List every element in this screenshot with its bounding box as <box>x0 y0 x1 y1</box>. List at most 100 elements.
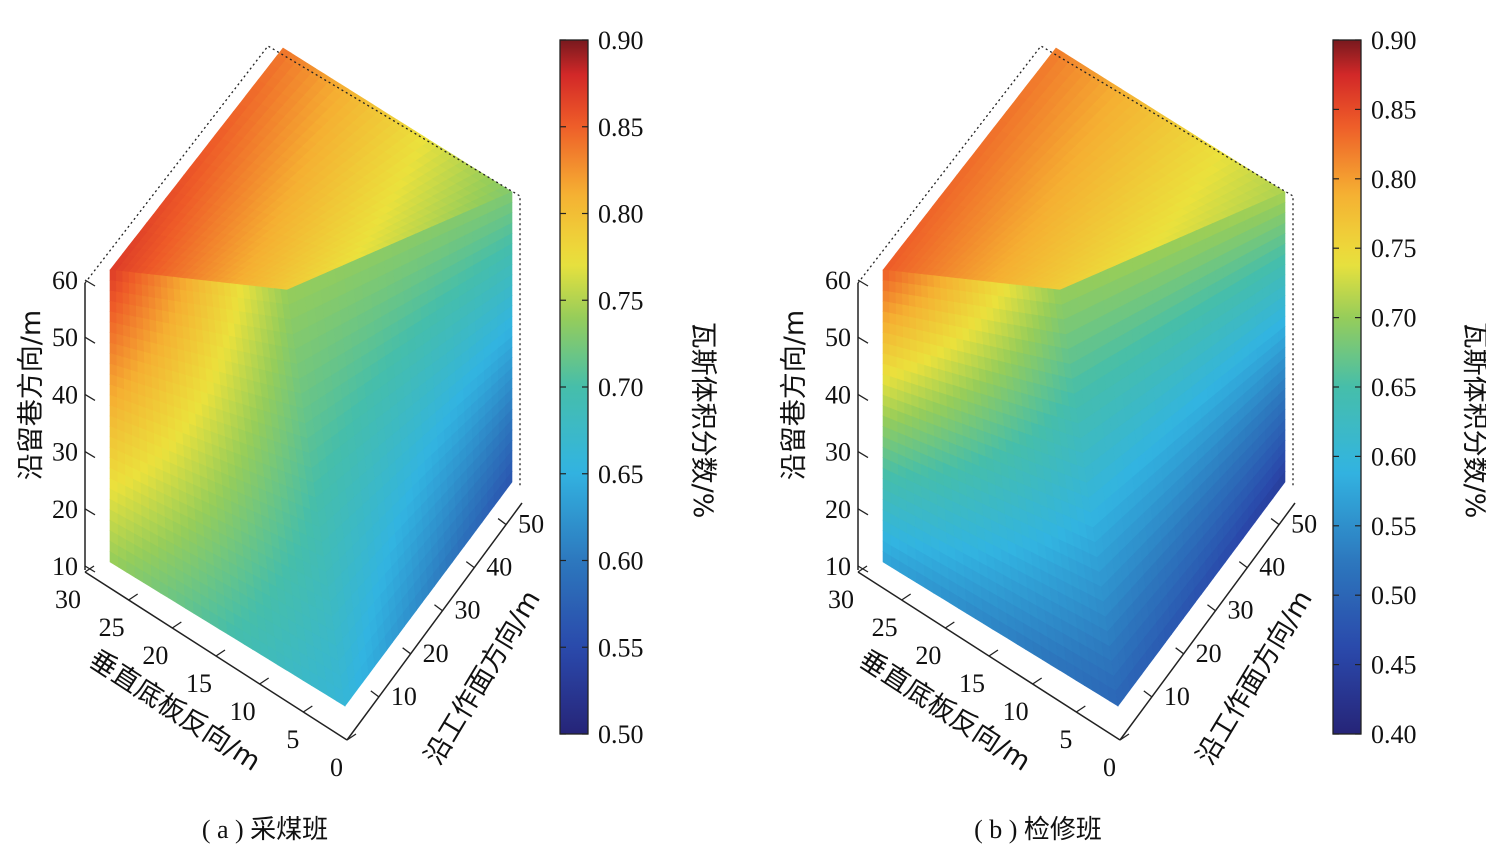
surface-cell <box>927 297 936 312</box>
y-tick-mark <box>434 604 443 612</box>
surface-cell <box>148 296 157 310</box>
surface-cell <box>123 324 131 338</box>
x-tick-mark <box>302 705 313 713</box>
z-tick-mark <box>84 508 96 516</box>
z-axis-label-b: 沿留巷方向/m <box>779 310 810 480</box>
x-tick-label: 5 <box>1059 725 1072 754</box>
z-tick-mark <box>857 508 869 516</box>
x-tick-label: 30 <box>828 585 854 614</box>
surface-cell <box>147 273 156 287</box>
surface-cell <box>168 311 177 326</box>
surface-cell <box>116 333 125 347</box>
surface-cell <box>135 294 144 308</box>
z-tick-mark <box>84 336 96 344</box>
surface-cell <box>163 345 172 360</box>
surface-cell <box>149 330 158 345</box>
surface-cell <box>175 324 184 340</box>
surface-cell <box>895 271 903 284</box>
surface-cell <box>902 326 911 340</box>
z-tick-mark <box>857 279 869 287</box>
surface-cell <box>122 271 130 284</box>
surface-cell <box>929 332 938 347</box>
colorbar-tick-label: 0.80 <box>1371 165 1417 194</box>
surface-cell <box>116 280 124 294</box>
z-tick-label: 40 <box>52 380 78 409</box>
surface-cell <box>156 332 165 347</box>
surface-cell <box>179 277 188 292</box>
z-tick-label: 30 <box>825 438 851 467</box>
surface-cell <box>109 290 117 303</box>
y-axis-label-b: 沿工作面方向/m <box>1191 585 1319 770</box>
colorbar-tick-label: 0.55 <box>1371 512 1417 541</box>
z-axis-label-a: 沿留巷方向/m <box>16 310 47 480</box>
surface-cell <box>940 287 949 302</box>
surface-cell <box>882 280 890 293</box>
x-tick-label: 0 <box>330 753 343 782</box>
colorbar-label-a: 瓦斯体积分数/% <box>687 322 718 519</box>
surface-cell <box>129 315 138 329</box>
surface-cell <box>895 292 903 306</box>
y-tick-label: 10 <box>391 682 417 711</box>
z-tick-label: 40 <box>825 380 851 409</box>
surface-cell <box>902 337 911 351</box>
surface-cell <box>141 284 150 298</box>
surface-cell <box>914 273 922 287</box>
surface-cell <box>109 280 117 293</box>
x-tick-mark <box>988 649 999 657</box>
surface-cell <box>122 292 130 306</box>
surface-cell <box>129 326 138 340</box>
x-tick-mark <box>901 593 912 601</box>
surface-cell <box>143 340 152 355</box>
colorbar-tick-label: 0.75 <box>1371 234 1417 263</box>
colorbar-tick-label: 0.90 <box>598 26 644 55</box>
surface-cell <box>927 286 936 300</box>
surface-cell <box>161 298 170 313</box>
surface-cell <box>882 311 891 324</box>
z-tick-label: 60 <box>52 266 78 295</box>
surface-cell <box>169 323 178 338</box>
z-tick-label: 20 <box>825 495 851 524</box>
x-tick-label: 15 <box>186 669 212 698</box>
surface-cell <box>136 338 145 353</box>
surface-cell <box>115 270 124 283</box>
caption-b: ( b ) 检修班 <box>974 815 1102 844</box>
surface-cell <box>122 303 131 317</box>
x-tick-mark <box>944 621 955 629</box>
surface-cell <box>116 312 124 326</box>
surface-cell <box>901 282 910 296</box>
surface-cell <box>882 269 890 282</box>
surface-cell <box>129 337 138 351</box>
surface-cell <box>148 285 156 299</box>
x-tick-mark <box>215 649 226 657</box>
surface-cell <box>936 345 945 360</box>
surface-cell <box>149 319 158 334</box>
surface-cell <box>889 280 897 294</box>
surface-cell <box>948 312 957 327</box>
surface-cell <box>921 308 930 322</box>
y-tick-label: 40 <box>486 553 512 582</box>
z-tick-label: 30 <box>52 438 78 467</box>
surface-cell <box>116 302 124 315</box>
colorbar-tick-label: 0.65 <box>1371 373 1417 402</box>
surface-cell <box>882 300 890 314</box>
surface-cell <box>948 324 957 340</box>
surface-cell <box>128 282 137 296</box>
surface-cell <box>160 275 168 289</box>
y-tick-label: 30 <box>454 596 480 625</box>
surface-cell <box>889 302 897 315</box>
surface-cell <box>939 276 948 290</box>
x-tick-label: 25 <box>99 613 125 642</box>
colorbar-tick-label: 0.75 <box>598 286 644 315</box>
surface-cell <box>136 327 145 342</box>
surface-cell <box>134 272 143 286</box>
colorbar-tick-label: 0.50 <box>598 720 644 749</box>
surface-cell <box>949 336 958 352</box>
surface-cell <box>109 321 118 335</box>
z-tick-mark <box>857 336 869 344</box>
x-tick-label: 20 <box>142 641 168 670</box>
y-tick-label: 10 <box>1164 682 1190 711</box>
surface-cell <box>922 319 931 334</box>
surface-cell <box>916 329 924 343</box>
